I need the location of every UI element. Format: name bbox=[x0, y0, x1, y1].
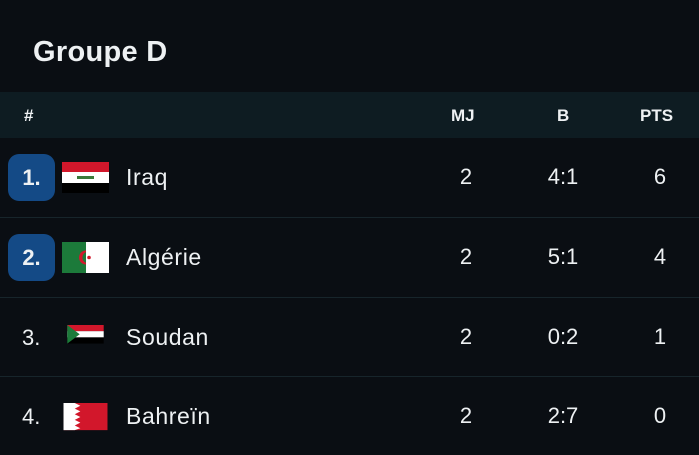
rank-badge: 1. bbox=[8, 154, 55, 201]
points: 4 bbox=[653, 244, 667, 269]
team-name[interactable]: Bahreïn bbox=[126, 403, 211, 429]
rank-header: # bbox=[24, 106, 34, 125]
table-row[interactable]: 4. Bahreïn 2 2:7 0 bbox=[0, 376, 699, 455]
table-row[interactable]: 3. Soudan 2 0:2 1 bbox=[0, 297, 699, 376]
goals: 4:1 bbox=[547, 164, 579, 189]
team-name[interactable]: Iraq bbox=[126, 164, 169, 190]
table-header: # MJ B PTS bbox=[0, 92, 699, 138]
points: 0 bbox=[653, 403, 667, 428]
played: 2 bbox=[459, 324, 473, 349]
team-name[interactable]: Algérie bbox=[126, 244, 202, 270]
rank-label: 3. bbox=[22, 324, 41, 350]
points: 1 bbox=[653, 324, 667, 349]
algeria-flag-icon bbox=[62, 242, 109, 273]
goals-header: B bbox=[557, 106, 570, 125]
goals: 5:1 bbox=[547, 244, 579, 269]
team-name[interactable]: Soudan bbox=[126, 324, 209, 350]
played: 2 bbox=[459, 403, 473, 428]
group-title: Groupe D bbox=[33, 36, 168, 68]
table-row[interactable]: 1. Iraq 2 4:1 6 bbox=[0, 138, 699, 217]
rank-badge: 2. bbox=[8, 234, 55, 281]
sudan-flag-icon bbox=[67, 325, 104, 344]
played: 2 bbox=[459, 244, 473, 269]
points-header: PTS bbox=[640, 106, 674, 125]
played: 2 bbox=[459, 164, 473, 189]
goals: 0:2 bbox=[547, 324, 579, 349]
bahrain-flag-icon bbox=[63, 403, 108, 431]
played-header: MJ bbox=[451, 106, 475, 125]
goals: 2:7 bbox=[547, 403, 579, 428]
table-row[interactable]: 2. Algérie 2 5:1 4 bbox=[0, 217, 699, 296]
iraq-flag-icon bbox=[62, 162, 109, 193]
rank-label: 4. bbox=[22, 403, 41, 429]
points: 6 bbox=[653, 164, 667, 189]
